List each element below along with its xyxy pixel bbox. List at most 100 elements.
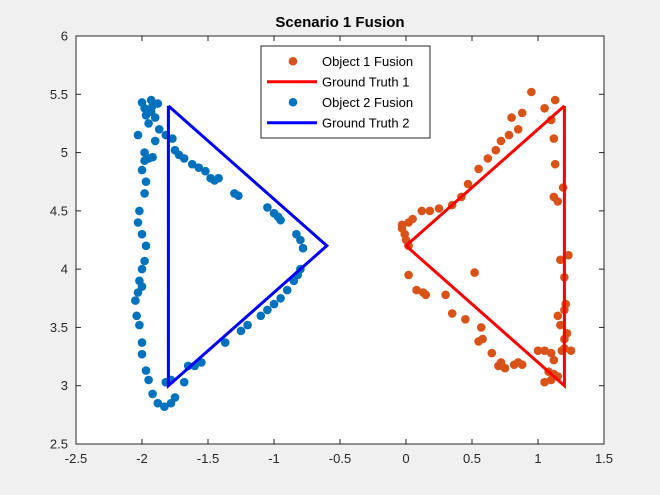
series-2-line: [403, 104, 566, 390]
scatter-point: [425, 206, 435, 216]
y-tick-label: 4: [61, 262, 68, 277]
legend-label: Ground Truth 1: [322, 74, 409, 89]
x-tick-label: 0: [402, 451, 409, 466]
series-layer: [131, 87, 576, 412]
scatter-point: [220, 338, 230, 347]
scatter-point: [263, 203, 272, 212]
scatter-point: [194, 163, 204, 172]
scatter-point: [533, 346, 543, 356]
scatter-point: [540, 346, 549, 356]
scatter-point: [507, 113, 516, 122]
scatter-point: [137, 264, 147, 274]
scatter-point: [421, 290, 431, 300]
scatter-point: [550, 159, 560, 169]
scatter-point: [549, 355, 559, 365]
legend-marker: [288, 97, 298, 107]
scatter-point: [166, 398, 176, 408]
scatter-point: [236, 326, 246, 336]
x-tick-label: 0.5: [463, 451, 481, 466]
scatter-point: [150, 136, 160, 146]
x-tick-label: -2.5: [65, 451, 87, 466]
scatter-point: [201, 166, 210, 176]
x-tick-label: -1: [268, 451, 280, 466]
scatter-point: [483, 154, 493, 163]
scatter-point: [517, 108, 527, 118]
scatter-point: [298, 243, 308, 253]
scatter-point: [150, 113, 160, 122]
scatter-point: [447, 309, 457, 318]
scatter-point: [135, 206, 144, 216]
legend-marker: [288, 56, 298, 66]
scatter-point: [133, 130, 143, 140]
scatter-point: [187, 159, 197, 169]
scatter-point: [243, 320, 252, 330]
scatter-point: [131, 296, 140, 305]
scatter-point: [556, 255, 565, 265]
scatter-point: [132, 311, 141, 321]
scatter-point: [140, 256, 149, 266]
scatter-point: [500, 363, 510, 373]
scatter-point: [463, 179, 473, 189]
scatter-point: [140, 148, 149, 157]
scatter-point: [263, 305, 272, 315]
x-tick-label: -1.5: [197, 451, 219, 466]
scatter-point: [282, 285, 292, 295]
x-tick-label: 1.5: [595, 451, 613, 466]
legend: Object 1 Fusion Ground Truth 1 Object 2 Fu…: [260, 45, 431, 139]
scatter-point: [160, 402, 169, 412]
legend-label: Object 1 Fusion: [322, 54, 413, 69]
scatter-point: [441, 290, 450, 300]
scatter-point: [540, 377, 549, 387]
scatter-point: [148, 152, 157, 162]
scatter-point: [549, 134, 559, 143]
x-tick-label: -2: [136, 451, 148, 466]
scatter-point: [566, 346, 576, 356]
scatter-point: [417, 206, 427, 216]
scatter-point: [269, 299, 279, 309]
scatter-point: [276, 294, 285, 303]
scatter-point: [434, 204, 444, 213]
y-tick-label: 6: [61, 29, 68, 44]
scatter-point: [412, 285, 421, 295]
scatter-point: [496, 136, 506, 146]
scatter-point: [494, 361, 503, 371]
scatter-point: [137, 338, 147, 347]
scatter-point: [154, 125, 164, 134]
scatter-point: [153, 398, 163, 408]
scatter-point: [179, 377, 189, 387]
y-tick-label: 3.5: [50, 320, 68, 335]
scatter-point: [540, 104, 549, 113]
scatter-point: [550, 95, 560, 105]
scatter-point: [517, 360, 527, 370]
scatter-point: [404, 270, 413, 280]
scatter-point: [144, 375, 153, 385]
scatter-point: [168, 134, 177, 143]
scatter-point: [137, 349, 147, 359]
scatter-point: [256, 311, 266, 321]
series-4-line: [166, 104, 330, 390]
scatter-point: [474, 164, 483, 174]
scatter-point: [461, 315, 470, 324]
scatter-point: [470, 268, 479, 277]
scatter-point: [140, 104, 149, 113]
scatter-point: [553, 197, 563, 206]
scatter-point: [141, 366, 151, 375]
y-tick-label: 4.5: [50, 203, 68, 218]
scatter-point: [487, 348, 497, 358]
scatter-point: [137, 165, 147, 175]
scatter-point: [404, 218, 413, 227]
y-tick-label: 2.5: [50, 437, 68, 452]
x-tick-label: 1: [534, 451, 541, 466]
scatter-point: [135, 320, 144, 330]
scatter-point: [140, 156, 149, 165]
tick-layer: -2.5 -2 -1.5 -1 -0.5 0 0.5 1 1.5 2.5 3 3.5 4 4.5 5 5.5 6: [50, 29, 613, 467]
x-tick-label: -0.5: [329, 451, 351, 466]
scatter-point: [148, 389, 157, 399]
scatter-point: [140, 189, 149, 198]
legend-label: Ground Truth 2: [322, 115, 409, 130]
scatter-point: [296, 235, 305, 245]
scatter-point: [179, 154, 189, 163]
scatter-point: [214, 173, 223, 183]
scatter-point: [141, 177, 151, 186]
scatter-point: [513, 125, 523, 134]
